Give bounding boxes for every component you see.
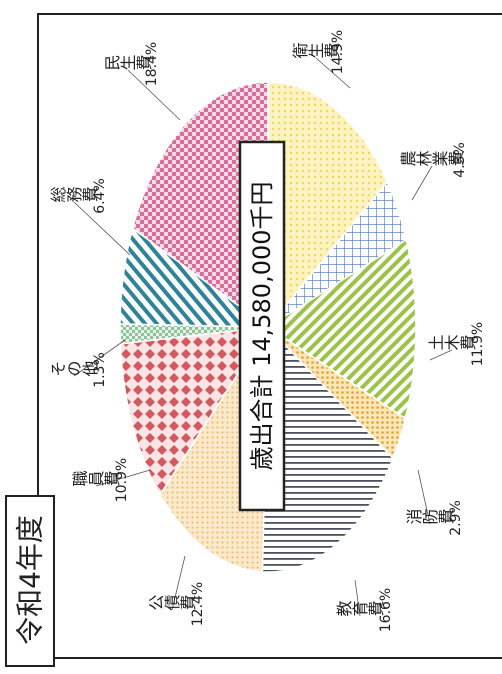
slice-name-label: 消防費: [406, 509, 454, 528]
slice-percent-label: 2.9%: [448, 500, 464, 536]
leader-line-3: [429, 349, 453, 361]
pie-slice-10: [131, 81, 269, 329]
leader-line-8: [73, 339, 126, 377]
slice-percent-label: 10.9%: [114, 458, 130, 502]
slice-name-label: 衛生費: [292, 43, 340, 62]
leader-line-1: [315, 57, 351, 89]
leader-line-5: [354, 579, 361, 617]
slice-name-label: 土木費: [428, 335, 476, 354]
chart-frame: [37, 13, 502, 659]
slice-name-label: 民生費: [104, 55, 152, 74]
slice-name-label: 職員費: [72, 471, 120, 490]
pie-slice-3: [266, 238, 417, 420]
slice-name-label: 教育費: [336, 601, 384, 620]
pie-slice-1: [267, 81, 389, 330]
slice-percent-label: 12.4%: [190, 582, 206, 626]
slice-name-label: 総務費: [50, 187, 98, 206]
leader-line-4: [417, 469, 431, 525]
slice-name-label: 公債費: [148, 595, 196, 614]
slice-name-label: 農林業費: [400, 151, 464, 170]
slice-percent-label: 18.4%: [144, 42, 160, 86]
leader-line-9: [73, 201, 131, 256]
leader-line-10: [127, 69, 181, 121]
leader-line-7: [95, 469, 151, 487]
chart-title: 令和4年度: [14, 515, 47, 645]
slice-percent-label: 1.3%: [92, 352, 108, 388]
slice-percent-label: 14.9%: [330, 30, 346, 74]
pie-slice-5: [261, 325, 394, 573]
pie-slice-7: [119, 326, 270, 497]
leader-line-6: [171, 555, 186, 611]
slice-percent-label: 11.9%: [470, 322, 486, 366]
center-total-label: 歳出合計 14,580,000千円: [248, 181, 276, 470]
slice-percent-label: 6.4%: [92, 178, 108, 214]
title-box: [5, 495, 55, 667]
leader-line-2: [411, 165, 433, 201]
slice-name-label: その他: [50, 361, 99, 380]
center-label-box: [238, 140, 286, 512]
slice-percent-label: 4.3%: [452, 142, 468, 178]
slice-percent-label: 16.6%: [378, 588, 394, 632]
